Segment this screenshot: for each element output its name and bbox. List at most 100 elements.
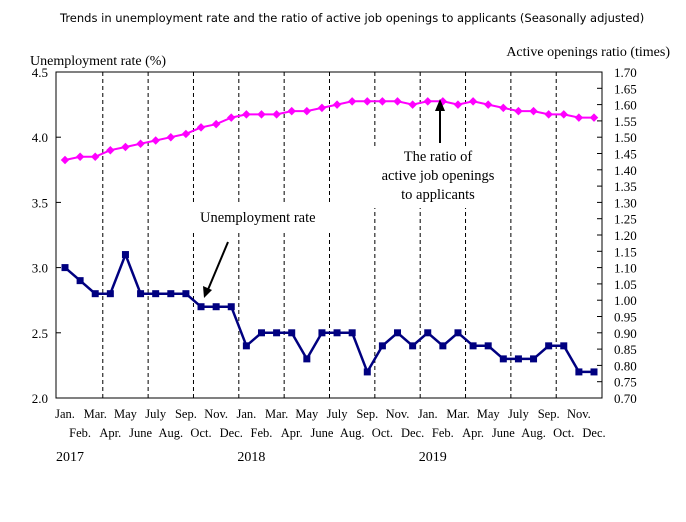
- unemployment-point: [91, 290, 99, 298]
- x-tick-label: Jan.: [55, 407, 75, 421]
- y-right-axis-label: Active openings ratio (times): [506, 45, 670, 60]
- ratio-point: [423, 97, 432, 106]
- x-tick-label: Feb.: [251, 426, 273, 440]
- y-right-tick-label: 1.70: [614, 65, 637, 80]
- ratio-point: [453, 100, 463, 109]
- x-tick-label: Nov.: [204, 407, 228, 421]
- vertical-gridlines: [102, 72, 557, 398]
- x-axis: Jan. Feb. Mar. Apr. May June July Aug. Sep. Oct. N…: [55, 407, 606, 465]
- ratio-point: [75, 152, 85, 162]
- x-tick-label: Sep.: [356, 407, 378, 421]
- x-tick-label: Apr.: [462, 426, 484, 440]
- series-layer: [60, 97, 599, 376]
- y-right-tick-label: 1.00: [614, 293, 637, 308]
- ratio-point: [211, 119, 221, 129]
- x-tick-label: Nov.: [386, 407, 410, 421]
- unemployment-point: [106, 290, 114, 298]
- y-right-axis: 1.701.65 1.601.551.50 1.451.401.351.30 1.25…: [597, 65, 637, 406]
- x-tick-label: July: [145, 407, 167, 421]
- ratio-point: [363, 97, 372, 106]
- unemployment-point: [514, 355, 522, 363]
- y-right-tick-label: 1.40: [614, 163, 637, 178]
- unemployment-point: [363, 368, 371, 376]
- x-tick-label: Dec.: [220, 426, 243, 440]
- x-year-label: 2018: [237, 450, 265, 465]
- y-right-tick-label: 1.05: [614, 277, 637, 292]
- ratio-point: [227, 113, 236, 122]
- unemployment-point: [76, 277, 84, 285]
- ratio-point: [378, 97, 387, 106]
- x-tick-label: Feb.: [432, 426, 454, 440]
- y-right-tick-label: 0.80: [614, 358, 637, 373]
- x-tick-label: Oct.: [190, 426, 211, 440]
- x-tick-label: Aug.: [521, 426, 546, 440]
- ratio-point: [302, 106, 312, 116]
- x-tick-label: July: [327, 407, 349, 421]
- ratio-point: [181, 129, 191, 139]
- ratio-point: [317, 103, 327, 113]
- unemployment-point: [545, 342, 553, 350]
- unemployment-point: [348, 329, 356, 337]
- y-right-tick-label: 1.15: [614, 244, 637, 259]
- x-year-label: 2017: [56, 450, 84, 465]
- y-right-tick-label: 1.55: [614, 114, 637, 129]
- y-right-tick-label: 0.90: [614, 326, 637, 341]
- y-right-tick-label: 1.25: [614, 212, 637, 227]
- ratio-point: [393, 97, 402, 106]
- ratio-point: [544, 110, 553, 119]
- unemployment-point: [333, 329, 341, 337]
- unemployment-point: [137, 290, 145, 298]
- y-left-tick-label: 4.0: [32, 130, 48, 145]
- y-right-tick-label: 0.95: [614, 310, 637, 325]
- x-tick-label: Jan.: [236, 407, 256, 421]
- x-tick-label: Oct.: [372, 426, 393, 440]
- y-right-tick-label: 1.30: [614, 195, 637, 210]
- unemployment-annotation-bg: [190, 203, 348, 233]
- x-tick-label: May: [477, 407, 501, 421]
- unemployment-point: [121, 251, 129, 259]
- x-tick-label: May: [114, 407, 138, 421]
- x-tick-label: Aug.: [158, 426, 183, 440]
- y-right-tick-label: 0.70: [614, 391, 637, 406]
- unemployment-point: [167, 290, 175, 298]
- x-tick-label: June: [492, 426, 515, 440]
- unemployment-point: [394, 329, 402, 337]
- ratio-point: [90, 152, 100, 162]
- ratio-point: [121, 142, 130, 152]
- y-right-tick-label: 1.45: [614, 147, 637, 162]
- unemployment-point: [257, 329, 265, 337]
- unemployment-point: [242, 342, 250, 350]
- unemployment-point: [303, 355, 311, 363]
- chart-title: Trends in unemployment rate and the rati…: [59, 11, 644, 25]
- ratio-annotation-bg: [368, 146, 508, 208]
- unemployment-point: [590, 368, 598, 376]
- ratio-point: [408, 100, 417, 109]
- unemployment-point: [378, 342, 386, 350]
- x-tick-label: Mar.: [446, 407, 469, 421]
- ratio-annotation-line2: active job openings: [382, 168, 495, 184]
- ratio-point: [483, 100, 493, 109]
- x-tick-label: July: [508, 407, 530, 421]
- y-right-tick-label: 0.85: [614, 342, 637, 357]
- y-right-tick-label: 1.50: [614, 130, 637, 145]
- unemployment-point: [499, 355, 507, 363]
- unemployment-point: [152, 290, 160, 298]
- x-tick-label: Feb.: [69, 426, 91, 440]
- ratio-point: [257, 110, 266, 119]
- x-tick-label: June: [129, 426, 152, 440]
- y-left-tick-label: 4.5: [32, 65, 48, 80]
- x-tick-label: May: [295, 407, 319, 421]
- y-left-tick-label: 2.5: [32, 326, 48, 341]
- ratio-annotation: The ratio of active job openings to appl…: [368, 99, 508, 208]
- x-tick-label: Aug.: [340, 426, 365, 440]
- x-tick-label: Apr.: [281, 426, 303, 440]
- ratio-point: [106, 145, 115, 155]
- unemployment-point: [212, 303, 220, 311]
- y-right-tick-label: 1.35: [614, 179, 637, 194]
- unemployment-point: [469, 342, 477, 350]
- unemployment-annotation: Unemployment rate: [190, 203, 348, 298]
- y-left-tick-label: 3.0: [32, 261, 48, 276]
- ratio-annotation-line3: to applicants: [401, 187, 475, 203]
- unemployment-point: [273, 329, 281, 337]
